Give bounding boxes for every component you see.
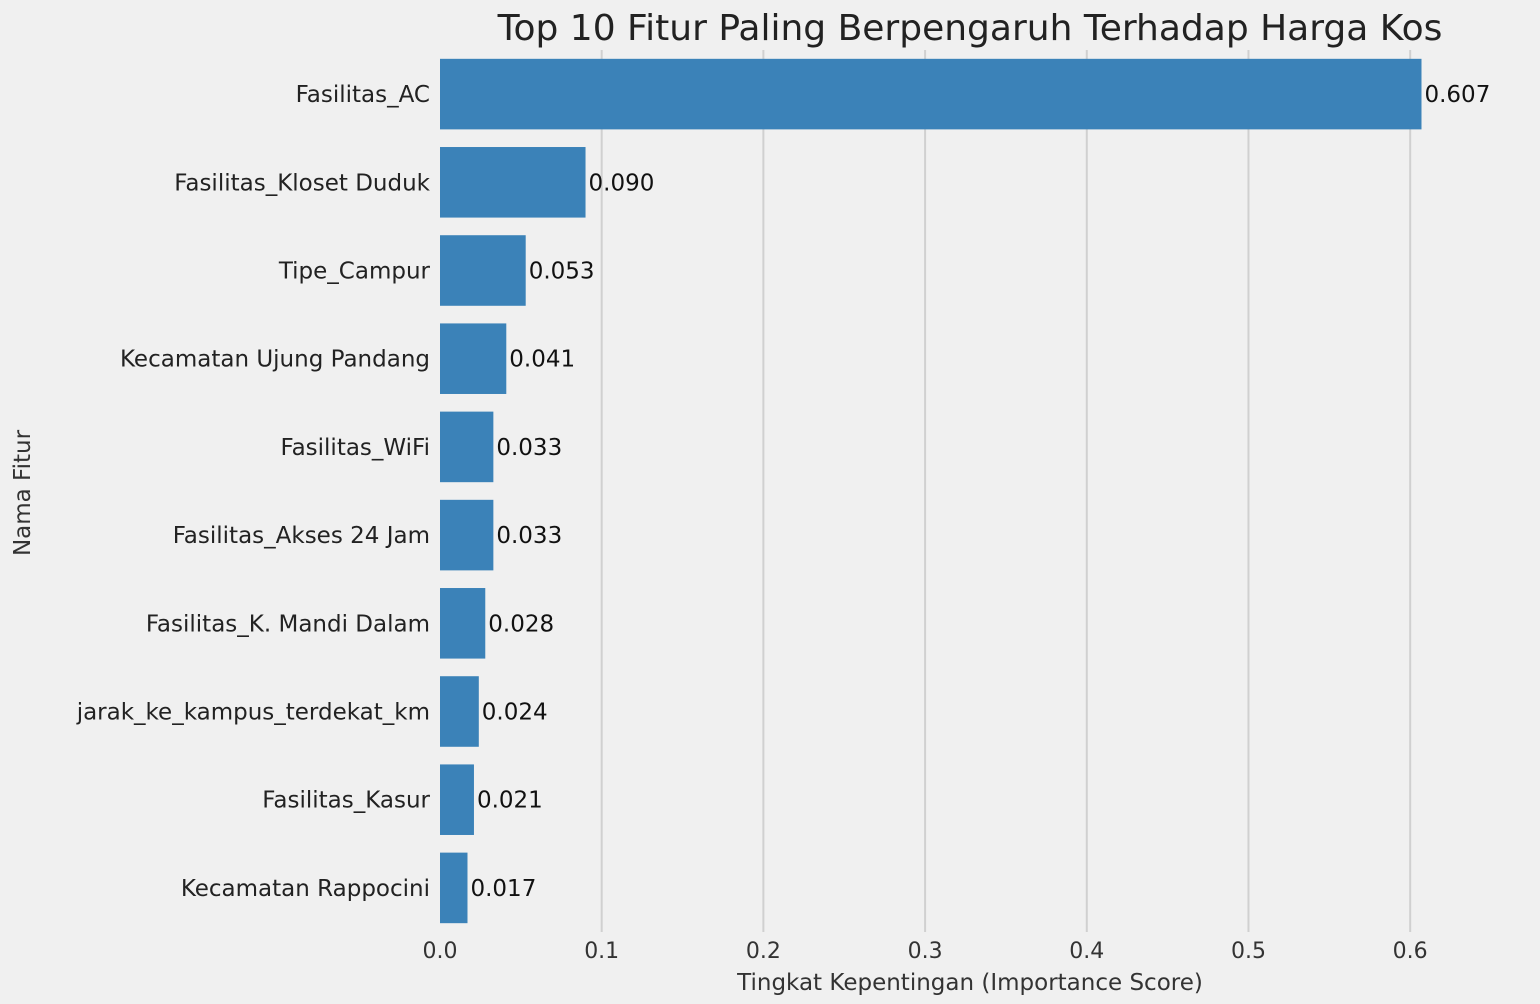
y-tick-label: jarak_ke_kampus_terdekat_km [76, 700, 430, 726]
y-tick-label: Fasilitas_AC [296, 82, 430, 108]
bar [440, 147, 586, 218]
bar-value-label: 0.090 [589, 170, 655, 196]
bar-value-label: 0.021 [477, 788, 543, 814]
x-tick-label: 0.2 [746, 939, 781, 964]
bar-value-label: 0.033 [496, 435, 562, 461]
bar-value-label: 0.033 [496, 523, 562, 549]
bar-value-label: 0.024 [482, 700, 548, 726]
x-tick-label: 0.3 [908, 939, 943, 964]
bar [440, 588, 486, 659]
x-axis-label: Tingkat Kepentingan (Importance Score) [736, 970, 1203, 996]
y-tick-label: Fasilitas_WiFi [280, 435, 430, 461]
bar [440, 323, 507, 394]
y-tick-label: Fasilitas_Akses 24 Jam [173, 523, 430, 549]
y-tick-label: Kecamatan Rappocini [181, 876, 430, 902]
x-tick-label: 0.6 [1393, 939, 1428, 964]
x-tick-label: 0.1 [584, 939, 619, 964]
chart-title: Top 10 Fitur Paling Berpengaruh Terhadap… [497, 8, 1443, 49]
x-tick-label: 0.0 [423, 939, 458, 964]
bar-value-label: 0.053 [529, 259, 595, 285]
bar-value-label: 0.041 [509, 347, 575, 373]
x-tick-label: 0.4 [1069, 939, 1104, 964]
bar [440, 411, 494, 483]
y-tick-label: Fasilitas_K. Mandi Dalam [146, 611, 430, 637]
bar-value-label: 0.607 [1424, 82, 1490, 108]
x-tick-label: 0.5 [1231, 939, 1266, 964]
bar-layer [440, 58, 1422, 924]
label-layer: 0.0 0.1 0.2 0.3 0.4 0.5 0.6 Fasilitas_AC 0.607 Fa… [76, 82, 1491, 964]
bar [440, 58, 1422, 130]
y-tick-label: Fasilitas_Kasur [262, 788, 430, 814]
y-tick-label: Fasilitas_Kloset Duduk [174, 170, 430, 196]
bar [440, 852, 468, 924]
bar [440, 235, 526, 306]
bar [440, 764, 474, 835]
y-tick-label: Tipe_Campur [278, 259, 431, 285]
bar [440, 676, 479, 747]
bar-value-label: 0.028 [488, 611, 554, 637]
bar-value-label: 0.017 [470, 876, 536, 902]
bar [440, 499, 494, 571]
grid-layer [600, 50, 1412, 932]
y-axis-label: Nama Fitur [10, 429, 36, 556]
y-tick-label: Kecamatan Ujung Pandang [120, 347, 430, 373]
